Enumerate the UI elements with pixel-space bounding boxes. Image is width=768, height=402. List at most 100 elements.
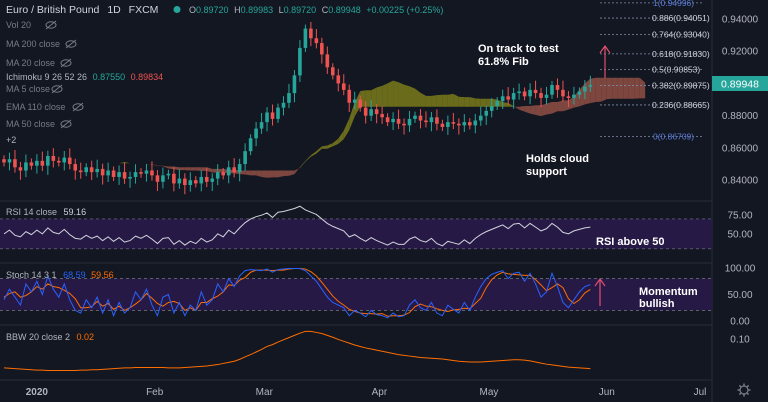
candle[interactable]: [583, 80, 587, 100]
candle[interactable]: [550, 81, 554, 99]
candle[interactable]: [73, 158, 78, 180]
candle[interactable]: [429, 111, 434, 132]
candle[interactable]: [35, 154, 39, 174]
candle[interactable]: [84, 163, 88, 177]
candle[interactable]: [122, 162, 127, 184]
candle[interactable]: [347, 84, 352, 112]
candle[interactable]: [265, 107, 269, 132]
candle[interactable]: [462, 114, 467, 132]
candle[interactable]: [484, 105, 489, 125]
fibonacci-retracement[interactable]: 1(0.94996) 0.886(0.94051) 0.764(0.93040) 0.…: [600, 0, 710, 142]
candle[interactable]: [506, 87, 510, 105]
legend-ma200[interactable]: MA 200 close: [6, 39, 60, 49]
candle[interactable]: [232, 158, 236, 178]
candle[interactable]: [155, 170, 160, 191]
candle[interactable]: [495, 97, 499, 111]
candle[interactable]: [352, 91, 357, 110]
candle[interactable]: [539, 87, 543, 108]
candle[interactable]: [172, 167, 176, 192]
legend-ma50[interactable]: MA 50 close: [6, 119, 55, 129]
candle[interactable]: [166, 169, 171, 180]
candle[interactable]: [522, 87, 527, 101]
candle[interactable]: [18, 161, 23, 180]
stoch-legend-label[interactable]: Stoch 14 3 1: [6, 270, 57, 280]
candle[interactable]: [457, 118, 461, 135]
candle[interactable]: [67, 148, 72, 170]
candlestick-series[interactable]: [2, 21, 593, 195]
candle[interactable]: [276, 103, 280, 123]
candle[interactable]: [150, 161, 154, 181]
candle[interactable]: [287, 83, 291, 109]
candle[interactable]: [341, 74, 346, 96]
rsi-pane[interactable]: 75.00 50.00: [0, 205, 753, 250]
candle[interactable]: [424, 111, 428, 128]
candle[interactable]: [2, 155, 6, 167]
candle[interactable]: [517, 83, 521, 100]
candle[interactable]: [199, 170, 204, 192]
candle[interactable]: [369, 100, 373, 121]
symbol-name[interactable]: Euro / British Pound: [6, 4, 100, 16]
rsi-legend-label[interactable]: RSI 14 close: [6, 207, 57, 217]
candle[interactable]: [303, 24, 308, 52]
candle[interactable]: [402, 118, 406, 135]
candle[interactable]: [446, 115, 450, 135]
candle[interactable]: [117, 165, 121, 185]
bbw-legend-label[interactable]: BBW 20 close 2: [6, 332, 70, 342]
candle[interactable]: [210, 173, 215, 191]
candle[interactable]: [489, 98, 494, 118]
candle[interactable]: [281, 96, 286, 116]
candle[interactable]: [254, 121, 258, 147]
candle[interactable]: [468, 118, 472, 130]
candle[interactable]: [183, 173, 187, 195]
candle[interactable]: [533, 80, 538, 99]
stoch-k-line[interactable]: [3, 268, 591, 319]
eye-off-icon[interactable]: [60, 58, 72, 68]
candle[interactable]: [78, 162, 83, 179]
candle[interactable]: [451, 112, 456, 130]
eye-off-icon[interactable]: [51, 84, 63, 94]
candle[interactable]: [374, 103, 379, 124]
candle[interactable]: [161, 167, 165, 189]
candle[interactable]: [204, 167, 209, 188]
candle[interactable]: [555, 78, 560, 98]
eye-off-icon[interactable]: [72, 102, 84, 112]
candle[interactable]: [435, 109, 439, 131]
candle[interactable]: [391, 112, 395, 131]
candle[interactable]: [100, 163, 105, 185]
candle[interactable]: [396, 109, 401, 130]
candle[interactable]: [89, 160, 94, 181]
candle[interactable]: [221, 168, 225, 180]
candle[interactable]: [380, 106, 384, 124]
candle[interactable]: [51, 148, 56, 168]
candle[interactable]: [511, 87, 516, 109]
candle[interactable]: [29, 158, 34, 170]
candle[interactable]: [188, 172, 193, 192]
bbw-pane[interactable]: 0.10: [3, 330, 750, 371]
gear-icon[interactable]: [737, 383, 751, 397]
candle[interactable]: [572, 86, 576, 105]
legend-ma20[interactable]: MA 20 close: [6, 58, 55, 68]
candle[interactable]: [237, 158, 242, 182]
candle[interactable]: [106, 162, 110, 182]
candle[interactable]: [566, 91, 571, 108]
candle[interactable]: [320, 37, 324, 64]
candle[interactable]: [95, 159, 99, 178]
legend-ma5[interactable]: MA 5 close: [6, 84, 50, 94]
candle[interactable]: [46, 150, 50, 175]
candle[interactable]: [473, 113, 478, 134]
candle[interactable]: [413, 111, 417, 123]
eye-off-icon[interactable]: [45, 20, 57, 30]
candle[interactable]: [40, 151, 45, 171]
candle[interactable]: [248, 134, 253, 156]
legend-vol[interactable]: Vol 20: [6, 20, 31, 30]
candle[interactable]: [331, 63, 335, 80]
eye-off-icon[interactable]: [60, 119, 72, 129]
candle[interactable]: [259, 112, 264, 134]
candle[interactable]: [298, 40, 302, 82]
candle[interactable]: [588, 75, 593, 92]
candle[interactable]: [194, 176, 198, 188]
candle[interactable]: [292, 70, 297, 103]
candle[interactable]: [133, 164, 138, 184]
candle[interactable]: [440, 119, 445, 131]
candle[interactable]: [57, 156, 61, 167]
